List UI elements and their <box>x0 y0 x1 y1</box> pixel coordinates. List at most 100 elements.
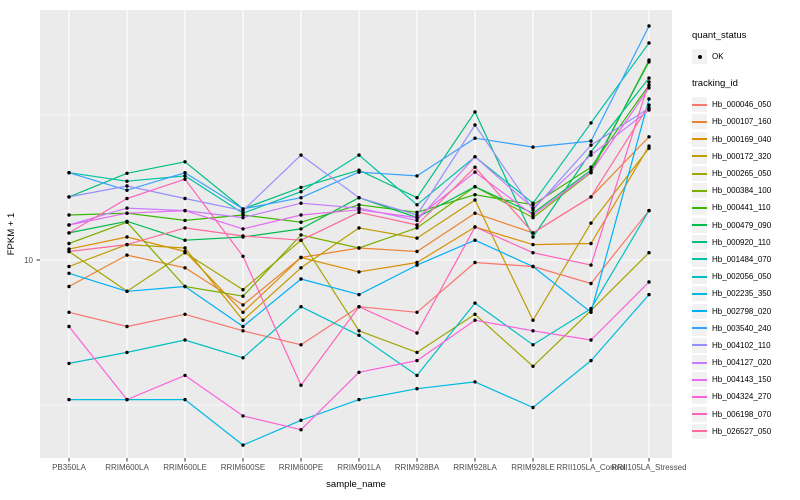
data-point <box>125 184 129 188</box>
x-tick-label: RRIM928BA <box>395 463 440 472</box>
data-point <box>647 280 651 284</box>
data-point <box>473 185 477 189</box>
legend-item-label: Hb_004127_020 <box>712 358 772 368</box>
legend-quant-status-section: quant_status OK <box>692 30 798 65</box>
data-point <box>415 215 419 220</box>
legend-item-Hb_000107_160: Hb_000107_160 <box>692 113 798 130</box>
x-tick-label: RRIM600PE <box>279 463 323 472</box>
data-point <box>473 301 477 305</box>
data-point <box>357 210 361 214</box>
data-point <box>125 397 129 402</box>
data-point <box>125 171 129 175</box>
black-point-icon <box>697 54 702 59</box>
data-point <box>241 310 245 314</box>
data-point <box>357 305 361 309</box>
data-point <box>473 318 477 322</box>
legend-item-Hb_000046_050: Hb_000046_050 <box>692 96 798 113</box>
color-line-icon <box>692 241 707 244</box>
legend-item-Hb_000172_320: Hb_000172_320 <box>692 148 798 165</box>
legend-tracking-id-section: tracking_id Hb_000046_050 Hb_000107_160 Hb… <box>692 78 798 440</box>
data-point <box>531 318 535 322</box>
data-point <box>531 235 535 239</box>
color-line-icon <box>692 138 707 141</box>
data-point <box>67 324 71 329</box>
line-key-icon <box>692 320 707 336</box>
data-point <box>589 153 593 157</box>
legend-item-Hb_004324_270: Hb_004324_270 <box>692 388 798 405</box>
legend-item-label: Hb_026527_050 <box>712 426 772 436</box>
legend-item-Hb_026527_050: Hb_026527_050 <box>692 423 798 440</box>
data-point <box>67 171 71 175</box>
data-point <box>67 397 71 402</box>
data-point <box>299 233 303 237</box>
line-key-icon <box>692 131 707 147</box>
data-point <box>357 270 361 274</box>
data-point <box>647 135 651 139</box>
data-point <box>67 213 71 217</box>
data-point <box>589 263 593 267</box>
data-point <box>299 428 303 432</box>
data-point <box>473 312 477 316</box>
data-point <box>67 241 71 246</box>
data-point <box>241 234 245 238</box>
data-point <box>415 226 419 230</box>
data-point <box>299 343 303 347</box>
data-point <box>589 306 593 311</box>
data-point <box>647 97 651 101</box>
data-point <box>531 329 535 333</box>
color-line-icon <box>692 344 707 347</box>
line-key-icon <box>692 148 707 164</box>
data-point <box>473 211 477 215</box>
legend-item-label: Hb_000172_320 <box>712 151 772 161</box>
legend-item-label: Hb_004143_150 <box>712 375 772 385</box>
data-point <box>415 387 419 391</box>
legend-item-label: Hb_002056_050 <box>712 272 772 282</box>
legend-item-Hb_000384_100: Hb_000384_100 <box>692 182 798 199</box>
data-point <box>299 190 303 194</box>
line-key-icon <box>692 423 707 439</box>
data-point <box>67 271 71 275</box>
data-point <box>357 226 361 230</box>
legend-item-label: Hb_004102_110 <box>712 340 771 350</box>
panel-background <box>40 10 672 458</box>
data-point <box>415 218 419 223</box>
data-point <box>299 418 303 422</box>
data-point <box>241 294 245 298</box>
data-point <box>357 196 361 200</box>
legend-item-ok: OK <box>692 48 798 65</box>
x-tick-label: RRII105LA_Control <box>556 463 626 472</box>
data-point <box>473 165 477 169</box>
line-key-icon <box>692 389 707 405</box>
data-points <box>67 24 651 447</box>
color-line-icon <box>692 413 707 416</box>
color-line-icon <box>692 258 707 261</box>
data-point <box>589 150 593 154</box>
data-point <box>415 350 419 355</box>
data-point <box>299 277 303 281</box>
data-point <box>125 324 129 329</box>
data-point <box>473 170 477 174</box>
legend-item-label: Hb_003540_240 <box>712 323 772 333</box>
data-point <box>647 24 651 28</box>
legend-item-label: Hb_002235_350 <box>712 289 772 299</box>
legend-item-label: Hb_004324_270 <box>712 392 772 402</box>
data-point <box>589 221 593 225</box>
line-key-icon <box>692 337 707 353</box>
data-point <box>415 263 419 267</box>
data-point <box>67 247 71 251</box>
x-tick-label: RRIM600LE <box>163 463 207 472</box>
data-point <box>241 211 245 215</box>
data-point <box>415 213 419 217</box>
data-point <box>531 215 535 220</box>
data-point <box>473 110 477 114</box>
data-point <box>183 284 187 289</box>
line-key-icon <box>692 372 707 388</box>
data-point <box>647 208 651 213</box>
x-tick-label: RRIM600SE <box>221 463 265 472</box>
data-point <box>589 139 593 143</box>
y-tick-label: 10 <box>24 256 33 265</box>
data-point <box>589 310 593 314</box>
data-point <box>415 210 419 214</box>
data-point <box>415 223 419 227</box>
